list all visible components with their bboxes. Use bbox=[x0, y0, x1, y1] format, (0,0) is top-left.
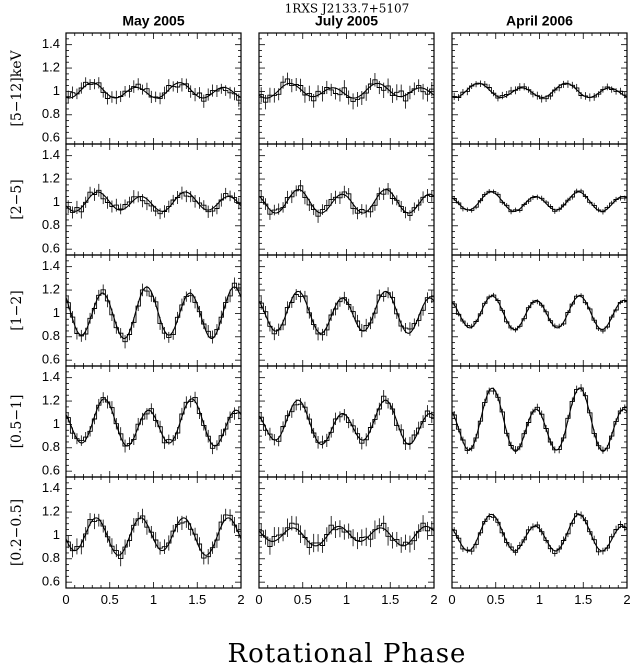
panel bbox=[258, 32, 435, 145]
model-curve bbox=[451, 82, 628, 98]
x-tick-label: 0 bbox=[448, 592, 455, 607]
y-tick-label: 1.4 bbox=[42, 480, 60, 495]
panel: 0 0.5 1 1.5 2 bbox=[448, 476, 631, 607]
x-tick-label: 0 bbox=[255, 592, 262, 607]
panel: 0.6 0.8 1 1.2 1.4 0 0.5 1 1.5 2 bbox=[42, 476, 245, 607]
panel bbox=[451, 365, 628, 478]
x-tick-label: 1 bbox=[150, 592, 157, 607]
data-histogram bbox=[259, 78, 434, 103]
model-curve bbox=[258, 290, 435, 334]
x-tick-label: 2 bbox=[623, 592, 630, 607]
y-tick-label: 1.2 bbox=[42, 392, 60, 407]
panel-frame bbox=[451, 254, 628, 367]
y-tick-label: 1.2 bbox=[42, 59, 60, 74]
y-tick-label: 1.2 bbox=[42, 170, 60, 185]
band-label: [0.5−1] bbox=[9, 395, 25, 449]
panel-frame bbox=[65, 143, 242, 256]
y-tick-label: 1 bbox=[53, 527, 60, 542]
model-curve bbox=[65, 398, 242, 447]
y-tick-label: 0.6 bbox=[42, 130, 60, 145]
panel-frame bbox=[451, 32, 628, 145]
panel: 0 0.5 1 1.5 2 bbox=[255, 476, 438, 607]
model-curve bbox=[258, 189, 435, 214]
model-curve bbox=[451, 387, 628, 452]
x-tick-label: 1 bbox=[343, 592, 350, 607]
y-tick-label: 1.4 bbox=[42, 36, 60, 51]
y-tick-label: 1 bbox=[53, 416, 60, 431]
panel bbox=[258, 143, 435, 256]
y-tick-label: 1.2 bbox=[42, 503, 60, 518]
x-axis-label: Rotational Phase bbox=[228, 639, 467, 667]
y-tick-label: 0.8 bbox=[42, 439, 60, 454]
y-tick-label: 1.4 bbox=[42, 147, 60, 162]
model-curve bbox=[451, 295, 628, 331]
data-histogram bbox=[452, 513, 627, 554]
x-tick-label: 2 bbox=[430, 592, 437, 607]
model-curve bbox=[451, 513, 628, 552]
y-tick-label: 0.8 bbox=[42, 217, 60, 232]
y-tick-label: 0.6 bbox=[42, 352, 60, 367]
x-tick-label: 1.5 bbox=[188, 592, 206, 607]
y-tick-label: 1.2 bbox=[42, 281, 60, 296]
panel bbox=[451, 254, 628, 367]
data-histogram bbox=[452, 190, 627, 213]
y-tick-label: 1.4 bbox=[42, 369, 60, 384]
y-tick-label: 0.8 bbox=[42, 328, 60, 343]
model-curve bbox=[258, 525, 435, 547]
model-curve bbox=[451, 191, 628, 212]
panel: 0.6 0.8 1 1.2 1.4 bbox=[42, 143, 242, 256]
y-tick-label: 0.6 bbox=[42, 463, 60, 478]
data-histogram bbox=[259, 292, 434, 336]
x-tick-label: 0.5 bbox=[487, 592, 505, 607]
model-curve bbox=[65, 191, 242, 212]
x-tick-label: 1.5 bbox=[574, 592, 592, 607]
y-tick-label: 0.6 bbox=[42, 574, 60, 589]
data-histogram bbox=[66, 189, 241, 215]
y-tick-label: 1 bbox=[53, 194, 60, 209]
column-title: April 2006 bbox=[506, 13, 573, 29]
model-curve bbox=[258, 82, 435, 99]
panel bbox=[258, 365, 435, 478]
data-histogram bbox=[259, 395, 434, 445]
model-curve bbox=[65, 82, 242, 99]
y-tick-label: 1 bbox=[53, 83, 60, 98]
data-histogram bbox=[259, 185, 434, 217]
figure-title: 1RXS J2133.7+5107 bbox=[285, 2, 410, 16]
panel bbox=[258, 254, 435, 367]
x-tick-label: 0 bbox=[62, 592, 69, 607]
panel-frame bbox=[65, 32, 242, 145]
model-curve bbox=[258, 399, 435, 445]
x-tick-label: 1 bbox=[536, 592, 543, 607]
x-tick-label: 0.5 bbox=[101, 592, 119, 607]
x-tick-label: 2 bbox=[237, 592, 244, 607]
panel-frame bbox=[451, 143, 628, 256]
band-label: [1−2] bbox=[9, 290, 25, 330]
panel: 0.6 0.8 1 1.2 1.4 bbox=[42, 254, 242, 367]
model-curve bbox=[65, 286, 242, 340]
panel: 0.6 0.8 1 1.2 1.4 bbox=[42, 365, 242, 478]
x-tick-label: 1.5 bbox=[381, 592, 399, 607]
y-tick-label: 1 bbox=[53, 305, 60, 320]
y-tick-label: 0.8 bbox=[42, 106, 60, 121]
data-histogram bbox=[452, 294, 627, 332]
model-curve bbox=[65, 517, 242, 556]
band-label: [2−5] bbox=[9, 179, 25, 219]
y-tick-label: 0.8 bbox=[42, 550, 60, 565]
panel-grid: May 2005 July 2005 April 2006[5−12]keV0.60… bbox=[9, 13, 631, 607]
y-tick-label: 0.6 bbox=[42, 241, 60, 256]
column-title: May 2005 bbox=[122, 13, 184, 29]
band-label: [0.2−0.5] bbox=[9, 499, 25, 566]
y-tick-label: 1.4 bbox=[42, 258, 60, 273]
data-histogram bbox=[66, 514, 241, 560]
panel bbox=[451, 32, 628, 145]
data-histogram bbox=[452, 387, 627, 451]
panel bbox=[451, 143, 628, 256]
panel: 0.6 0.8 1 1.2 1.4 bbox=[42, 32, 242, 145]
band-label: [5−12]keV bbox=[9, 49, 25, 126]
column-title: July 2005 bbox=[315, 13, 378, 29]
x-tick-label: 0.5 bbox=[294, 592, 312, 607]
